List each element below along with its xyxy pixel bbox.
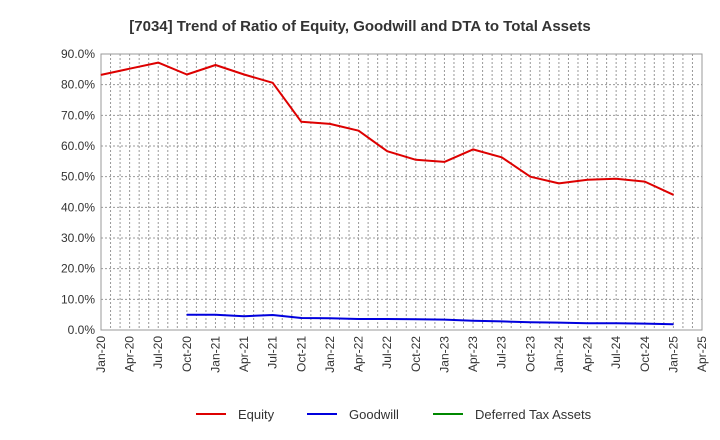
x-tick-label: Apr-24 xyxy=(581,336,595,372)
x-tick-label: Apr-23 xyxy=(466,336,480,372)
y-tick-label: 60.0% xyxy=(61,139,95,153)
x-tick-label: Jan-22 xyxy=(323,336,337,373)
data-point xyxy=(272,82,274,84)
data-point xyxy=(415,159,417,161)
y-tick-label: 40.0% xyxy=(61,200,95,214)
data-point xyxy=(386,318,388,320)
data-point xyxy=(129,68,131,70)
data-point xyxy=(615,178,617,180)
data-point xyxy=(501,320,503,322)
data-point xyxy=(300,121,302,123)
x-tick-label: Apr-21 xyxy=(237,336,251,372)
data-point xyxy=(558,322,560,324)
y-axis: 0.0% 10.0% 20.0% 30.0% 40.0% 50.0% 60.0% 70.0% 8… xyxy=(61,47,95,337)
x-tick-label: Oct-20 xyxy=(180,336,194,372)
y-tick-label: 80.0% xyxy=(61,78,95,92)
data-point xyxy=(443,319,445,321)
data-point xyxy=(501,156,503,158)
plot-area-frame xyxy=(100,53,703,331)
y-tick-label: 0.0% xyxy=(68,323,96,337)
y-tick-label: 20.0% xyxy=(61,262,95,276)
data-point xyxy=(329,123,331,125)
series-line-goodwill xyxy=(186,313,674,326)
data-point xyxy=(587,179,589,181)
x-tick-label: Apr-25 xyxy=(695,336,709,372)
data-point xyxy=(672,194,674,196)
data-point xyxy=(472,148,474,150)
data-point xyxy=(472,320,474,322)
data-point xyxy=(672,323,674,325)
legend: Equity Goodwill Deferred Tax Assets xyxy=(196,407,592,422)
data-point xyxy=(243,74,245,76)
grid xyxy=(101,53,702,330)
data-point xyxy=(272,314,274,316)
x-tick-label: Jan-24 xyxy=(552,336,566,373)
data-point xyxy=(587,322,589,324)
legend-label: Goodwill xyxy=(349,407,399,422)
data-point xyxy=(186,74,188,76)
x-tick-label: Jan-21 xyxy=(208,336,222,373)
data-point xyxy=(300,317,302,319)
data-point xyxy=(243,315,245,317)
legend-label: Equity xyxy=(238,407,275,422)
data-point xyxy=(415,318,417,320)
data-point xyxy=(615,322,617,324)
data-point xyxy=(358,130,360,132)
chart-title: [7034] Trend of Ratio of Equity, Goodwil… xyxy=(129,18,590,35)
data-point xyxy=(386,150,388,152)
x-tick-label: Apr-20 xyxy=(123,336,137,372)
x-tick-label: Oct-23 xyxy=(523,336,537,372)
data-point xyxy=(644,323,646,325)
x-tick-label: Jul-24 xyxy=(609,336,623,369)
data-point xyxy=(329,317,331,319)
y-tick-label: 10.0% xyxy=(61,292,95,306)
data-point xyxy=(558,182,560,184)
data-point xyxy=(358,318,360,320)
y-tick-label: 70.0% xyxy=(61,108,95,122)
data-point xyxy=(214,314,216,316)
x-axis: Jan-20 Apr-20 Jul-20 Oct-20 Jan-21 Apr-21 Jul-… xyxy=(94,336,709,373)
x-tick-label: Oct-21 xyxy=(294,336,308,372)
data-point xyxy=(529,321,531,323)
data-point xyxy=(443,161,445,163)
y-tick-label: 50.0% xyxy=(61,170,95,184)
x-tick-label: Jan-25 xyxy=(666,336,680,373)
x-tick-label: Jul-20 xyxy=(151,336,165,369)
x-tick-label: Jul-23 xyxy=(495,336,509,369)
x-tick-label: Jan-20 xyxy=(94,336,108,373)
x-tick-label: Jul-22 xyxy=(380,336,394,369)
data-point xyxy=(529,176,531,178)
data-point xyxy=(157,62,159,64)
data-point xyxy=(186,314,188,316)
data-point xyxy=(100,74,102,76)
x-tick-label: Apr-22 xyxy=(352,336,366,372)
data-point xyxy=(214,64,216,66)
x-tick-label: Jan-23 xyxy=(437,336,451,373)
data-point xyxy=(644,181,646,183)
x-tick-label: Oct-22 xyxy=(409,336,423,372)
y-tick-label: 90.0% xyxy=(61,47,95,61)
x-tick-label: Oct-24 xyxy=(638,336,652,372)
series-group xyxy=(100,61,674,326)
x-tick-label: Jul-21 xyxy=(266,336,280,369)
legend-label: Deferred Tax Assets xyxy=(475,407,592,422)
y-tick-label: 30.0% xyxy=(61,231,95,245)
